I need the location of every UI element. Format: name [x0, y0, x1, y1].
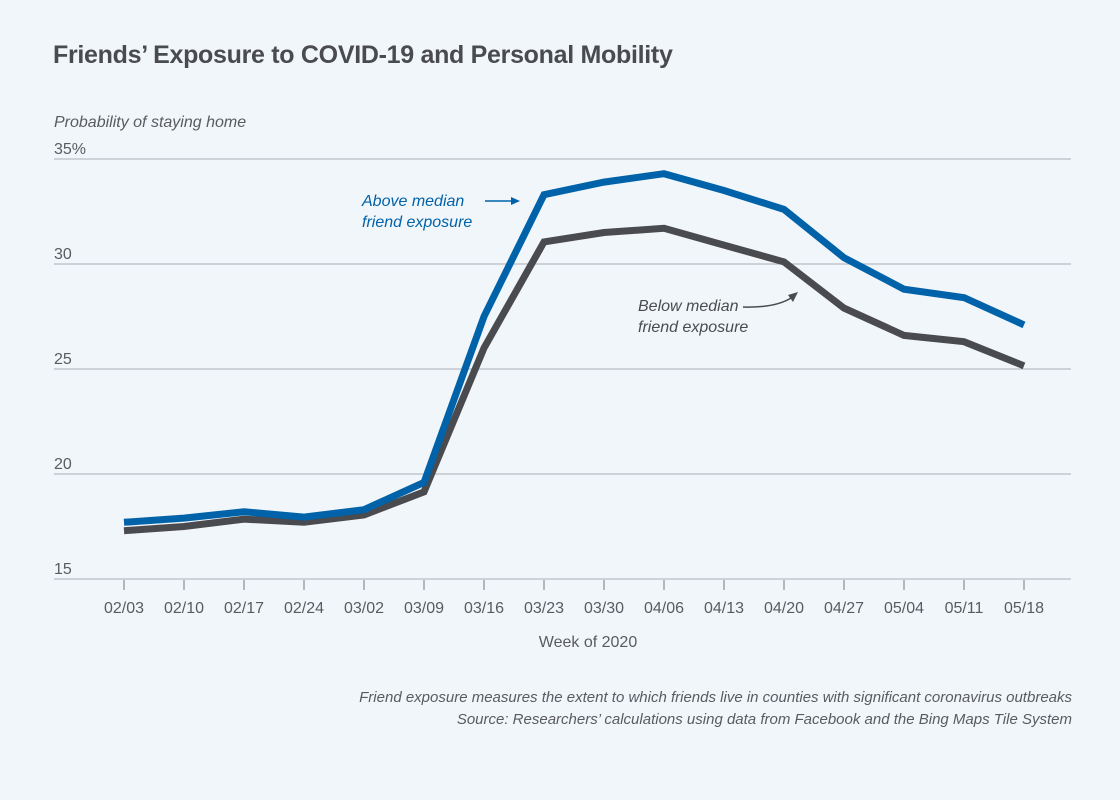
- x-tick-label: 02/10: [164, 600, 204, 617]
- y-tick-label: 35%: [54, 141, 86, 158]
- y-tick-label: 30: [54, 246, 72, 263]
- x-tick-label: 05/18: [1004, 600, 1044, 617]
- gridlines: [54, 158, 1071, 580]
- x-axis-ticks: 02/03 02/10 02/17 02/24 03/02 03/09 03/16 03/23…: [104, 580, 1044, 617]
- x-tick-label: 03/02: [344, 600, 384, 617]
- x-tick-label: 04/20: [764, 600, 804, 617]
- x-tick-label: 04/13: [704, 600, 744, 617]
- x-axis-label: Week of 2020: [538, 634, 638, 651]
- series-lines: [123, 170, 1026, 535]
- series-line-above-median: [123, 170, 1026, 526]
- chart-notes: Friend exposure measures the extent to w…: [359, 687, 1072, 731]
- x-tick-label: 03/23: [524, 600, 564, 617]
- note-source: Source: Researchers’ calculations using …: [456, 711, 1072, 728]
- x-tick-label: 02/03: [104, 600, 144, 617]
- chart-title: Friends’ Exposure to COVID-19 and Person…: [53, 41, 673, 69]
- series-line-below-median: [123, 224, 1026, 535]
- annotation-above-median-line1: Above median: [361, 193, 464, 210]
- x-tick-label: 03/09: [404, 600, 444, 617]
- annotations: Above median friend exposure Below media…: [361, 193, 798, 336]
- y-axis-label: Probability of staying home: [54, 114, 247, 131]
- y-tick-label: 25: [54, 351, 72, 368]
- x-tick-label: 05/04: [884, 600, 924, 617]
- y-tick-label: 20: [54, 456, 72, 473]
- y-tick-label: 15: [54, 561, 72, 578]
- annotation-below-median-line1: Below median: [638, 298, 739, 315]
- x-tick-label: 03/30: [584, 600, 624, 617]
- note-definition: Friend exposure measures the extent to w…: [359, 689, 1072, 706]
- arrow-icon-below-median: [742, 292, 798, 308]
- annotation-above-median-line2: friend exposure: [362, 214, 472, 231]
- x-tick-label: 04/06: [644, 600, 684, 617]
- arrow-icon-above-median: [485, 197, 520, 205]
- x-tick-label: 05/11: [945, 600, 984, 617]
- x-tick-label: 04/27: [824, 600, 864, 617]
- x-tick-label: 02/17: [224, 600, 264, 617]
- x-tick-label: 02/24: [284, 600, 324, 617]
- annotation-below-median-line2: friend exposure: [638, 319, 748, 336]
- y-axis-ticks: 15 20 25 30 35%: [54, 141, 86, 578]
- x-tick-label: 03/16: [464, 600, 504, 617]
